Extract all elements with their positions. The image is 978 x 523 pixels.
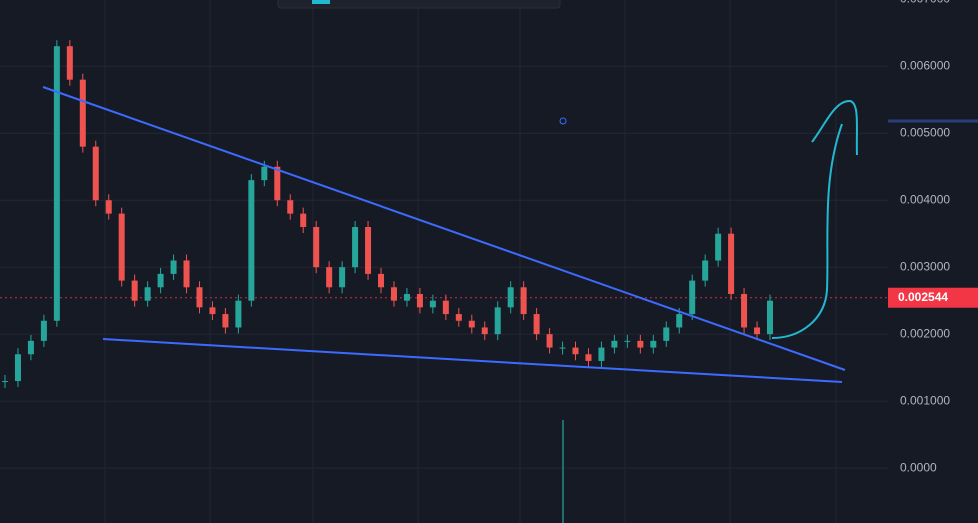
candle	[702, 260, 709, 281]
candle	[339, 267, 346, 288]
grid	[0, 65, 888, 469]
y-tick-label: 0.004000	[900, 192, 950, 206]
candle	[481, 327, 488, 335]
candle	[183, 260, 190, 288]
candle	[274, 166, 281, 201]
arrow-drawing	[771, 99, 858, 339]
candle	[611, 340, 618, 348]
candle	[66, 46, 73, 80]
candle	[390, 287, 397, 301]
last-price-label: 0.002544	[898, 290, 948, 304]
candle	[442, 300, 449, 315]
candle	[92, 146, 99, 201]
candle	[520, 287, 527, 315]
toolbar-icon[interactable]	[312, 0, 330, 4]
y-tick-label: 0.002000	[900, 326, 950, 340]
candle	[689, 280, 696, 315]
candle	[624, 340, 631, 342]
candle	[352, 227, 359, 268]
y-tick-label: 0.007000	[900, 0, 950, 6]
candle	[741, 293, 748, 328]
marker-circle	[559, 117, 567, 125]
toolbar[interactable]	[277, 0, 561, 9]
candle	[131, 280, 138, 301]
candle	[40, 320, 47, 341]
candle	[585, 354, 592, 361]
candle	[222, 314, 229, 328]
candle	[507, 287, 514, 308]
candle	[248, 180, 255, 301]
candle	[429, 300, 436, 308]
candle	[300, 213, 307, 228]
candle	[533, 314, 540, 335]
candle	[2, 381, 8, 383]
y-tick-label: 0.005000	[900, 125, 950, 139]
price-axis	[888, 0, 978, 523]
y-tick-label: 0.006000	[900, 58, 950, 72]
candle	[416, 293, 423, 308]
candle	[105, 200, 112, 214]
candle	[378, 273, 385, 288]
candle	[559, 347, 566, 349]
candle	[53, 46, 60, 321]
candle	[326, 267, 333, 288]
candle	[14, 354, 21, 382]
candle	[170, 260, 177, 274]
candle	[572, 347, 579, 355]
y-tick-label: 0.001000	[900, 393, 950, 407]
candle	[455, 314, 462, 321]
candle	[144, 287, 151, 301]
y-tick-label: 0.003000	[900, 259, 950, 273]
candle	[287, 200, 294, 214]
candle	[715, 233, 722, 261]
candle	[663, 327, 670, 341]
trend-line-lower	[102, 338, 843, 383]
candle	[261, 166, 268, 181]
y-tick-label: 0.0000	[900, 460, 937, 474]
candle	[79, 79, 86, 147]
candle	[728, 233, 735, 294]
candle	[546, 334, 553, 348]
candle	[196, 287, 203, 308]
candle	[235, 300, 242, 328]
candle	[403, 293, 410, 301]
candle	[468, 320, 475, 328]
candle	[313, 227, 320, 268]
candle	[767, 300, 773, 335]
candle	[27, 340, 34, 355]
trend-line-upper	[42, 86, 846, 371]
candle	[754, 327, 761, 335]
candle	[157, 273, 164, 288]
last-price-tag	[888, 287, 978, 308]
axis-labels: 0.007000 0.006000 0.005000 0.004000 0.003000…	[888, 0, 978, 474]
candle	[365, 227, 372, 274]
vertical-grid	[104, 0, 837, 523]
candle	[650, 340, 657, 348]
candle	[494, 307, 501, 335]
candle	[676, 314, 683, 328]
candle	[209, 307, 216, 315]
candles	[2, 40, 773, 389]
candle	[118, 213, 125, 281]
candle	[637, 340, 644, 348]
candle	[598, 347, 605, 361]
